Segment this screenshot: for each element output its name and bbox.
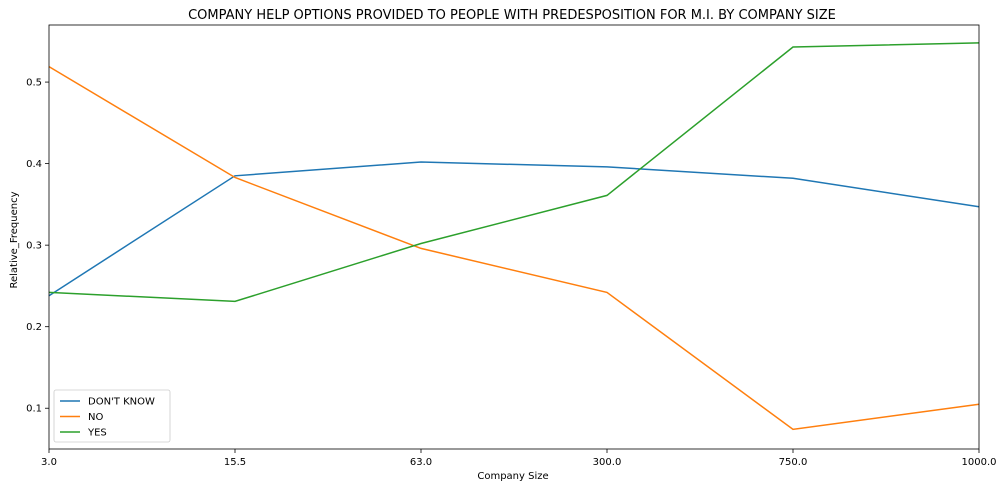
plot-frame (48, 24, 980, 450)
x-tick-label: 750.0 (779, 457, 808, 468)
y-tick-label: 0.1 (26, 404, 42, 415)
x-axis-label: Company Size (477, 471, 548, 482)
y-tick-label: 0.2 (26, 322, 42, 333)
y-tick-label: 0.4 (26, 159, 42, 170)
legend-box (53, 389, 171, 443)
series-line-yes (48, 42, 980, 303)
legend-entry: DON'T KNOW (88, 397, 155, 408)
chart-title: COMPANY HELP OPTIONS PROVIDED TO PEOPLE … (188, 8, 836, 23)
x-tick-label: 300.0 (593, 457, 622, 468)
x-tick-label: 15.5 (224, 457, 246, 468)
series-line-no (48, 65, 980, 431)
y-axis-label: Relative_Frequency (9, 191, 20, 288)
plot-area: 3.0 15.5 63.0 300.0 750.0 1000.0 0.1 0.2 0.3 0.4 0… (26, 24, 997, 468)
y-tick-label: 0.3 (26, 241, 42, 252)
legend-entry: NO (88, 412, 103, 423)
x-tick-label: 1000.0 (962, 457, 997, 468)
x-tick-label: 63.0 (410, 457, 432, 468)
series-line-don-t-know (48, 161, 980, 297)
legend-entry: YES (87, 428, 107, 439)
y-tick-label: 0.5 (26, 78, 42, 89)
x-tick-label: 3.0 (41, 457, 57, 468)
